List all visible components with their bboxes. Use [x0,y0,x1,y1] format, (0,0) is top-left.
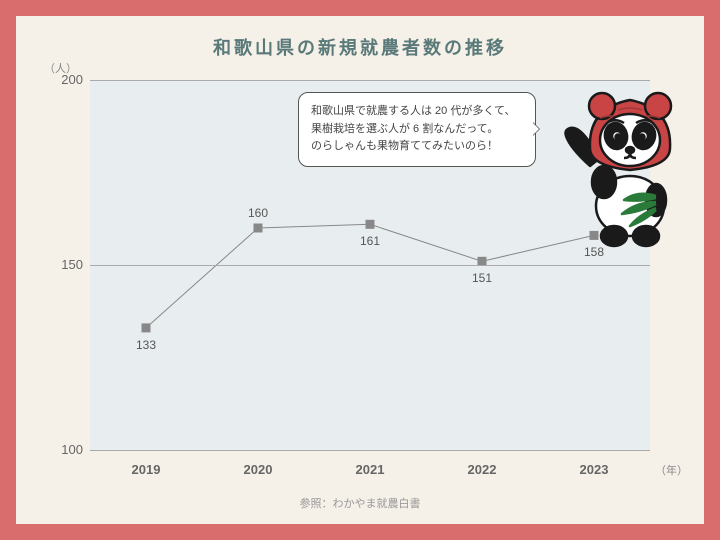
x-tick: 2020 [228,462,288,477]
x-tick: 2022 [452,462,512,477]
y-tick: 200 [45,72,83,87]
source-text: 参照：わかやま就農白書 [0,495,720,511]
x-axis-label: （年） [655,462,688,478]
x-tick: 2021 [340,462,400,477]
data-label: 161 [350,234,390,248]
gridline [90,265,650,266]
gridline [90,450,650,451]
panda-mascot-icon [560,78,690,248]
speech-line-2: 果樹栽培を選ぶ人が 6 割なんだって。 [311,121,523,139]
x-tick: 2023 [564,462,624,477]
speech-line-1: 和歌山県で就農する人は 20 代が多くて、 [311,103,523,121]
y-tick: 150 [45,257,83,272]
x-tick: 2019 [116,462,176,477]
data-label: 133 [126,338,166,352]
data-label: 151 [462,271,502,285]
data-label: 160 [238,206,278,220]
chart-title: 和歌山県の新規就農者数の推移 [0,34,720,60]
outer-frame: 和歌山県の新規就農者数の推移 （人） （年） 10015020020192020… [0,0,720,540]
speech-bubble: 和歌山県で就農する人は 20 代が多くて、 果樹栽培を選ぶ人が 6 割なんだって… [298,92,536,167]
y-tick: 100 [45,442,83,457]
speech-line-3: のらしゃんも果物育ててみたいのら！ [311,138,523,156]
